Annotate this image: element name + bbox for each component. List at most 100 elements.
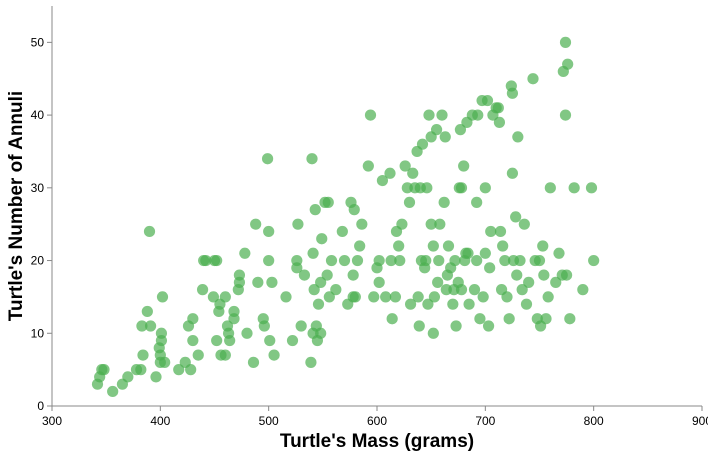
data-point	[239, 247, 251, 259]
data-point	[560, 269, 573, 281]
data-point	[155, 334, 168, 347]
x-tick-label: 700	[475, 414, 495, 428]
data-point	[404, 298, 417, 310]
y-tick-label: 40	[31, 108, 45, 122]
data-point	[323, 291, 335, 303]
data-point	[144, 320, 157, 332]
data-point	[454, 124, 467, 136]
data-point	[577, 284, 589, 296]
data-point	[364, 109, 377, 121]
data-point	[559, 109, 572, 121]
x-tick-label: 900	[692, 414, 708, 428]
data-point	[471, 254, 483, 267]
data-point	[373, 254, 385, 267]
data-point	[141, 305, 153, 318]
data-point	[292, 218, 304, 230]
scatter-points	[91, 36, 600, 398]
data-point	[196, 284, 209, 296]
data-point	[396, 218, 408, 230]
data-point	[380, 291, 392, 303]
data-point	[538, 269, 550, 281]
data-point	[263, 225, 275, 238]
data-point	[330, 284, 342, 296]
data-point	[449, 254, 461, 267]
data-point	[450, 320, 462, 332]
data-point	[247, 356, 260, 368]
data-point	[322, 196, 334, 208]
data-point	[156, 291, 169, 303]
data-point	[356, 218, 368, 230]
data-point	[514, 254, 526, 267]
data-point	[533, 254, 546, 267]
data-point	[585, 182, 598, 194]
data-point	[261, 153, 274, 165]
data-point	[427, 240, 439, 252]
x-tick-label: 600	[367, 414, 387, 428]
data-point	[562, 58, 574, 70]
data-point	[211, 334, 223, 347]
data-point	[485, 225, 497, 238]
data-point	[315, 327, 327, 339]
data-point	[421, 182, 433, 194]
data-point	[511, 269, 523, 281]
data-point	[228, 305, 240, 318]
data-point	[264, 334, 276, 347]
data-point	[433, 254, 445, 267]
data-point	[351, 254, 364, 267]
data-point	[187, 334, 199, 347]
data-point	[315, 276, 327, 288]
data-point	[412, 291, 424, 303]
data-point	[393, 240, 405, 252]
data-point	[159, 356, 171, 368]
data-point	[348, 204, 360, 216]
data-point	[512, 131, 524, 143]
y-tick-label: 10	[31, 326, 45, 340]
data-point	[266, 276, 278, 288]
data-point	[553, 247, 565, 259]
data-point	[137, 349, 149, 361]
data-point	[200, 254, 212, 267]
data-point	[442, 240, 455, 252]
x-tick-label: 800	[584, 414, 604, 428]
data-point	[211, 254, 223, 267]
data-point	[472, 109, 484, 121]
data-point	[493, 116, 506, 128]
data-point	[298, 269, 311, 281]
data-point	[455, 182, 468, 194]
data-point	[98, 364, 110, 376]
data-point	[325, 254, 338, 267]
data-point	[463, 298, 475, 310]
data-point	[479, 247, 491, 259]
y-tick-label: 0	[37, 399, 44, 413]
data-point	[224, 334, 236, 347]
data-point	[479, 182, 491, 194]
data-point	[192, 349, 204, 361]
data-point	[307, 247, 319, 259]
data-point	[413, 320, 425, 332]
data-point	[403, 196, 416, 208]
data-point	[471, 196, 483, 208]
data-point	[499, 254, 511, 267]
data-point	[430, 124, 443, 136]
data-point	[550, 276, 562, 288]
y-tick-label: 50	[31, 35, 45, 49]
data-point	[309, 204, 321, 216]
data-point	[219, 291, 231, 303]
data-point	[347, 269, 359, 281]
data-point	[540, 313, 552, 325]
x-tick-label: 400	[150, 414, 170, 428]
data-point	[492, 102, 504, 114]
data-point	[568, 182, 580, 194]
data-point	[482, 320, 495, 332]
data-point	[385, 254, 397, 267]
data-point	[280, 291, 292, 303]
data-point	[434, 218, 446, 230]
data-point	[503, 313, 515, 325]
data-point	[510, 211, 522, 223]
data-point	[588, 254, 600, 267]
data-point	[308, 284, 320, 296]
y-axis: 0 10 20 30 40 50 Turtle's Number of Annuli	[6, 6, 53, 413]
data-point	[136, 320, 148, 332]
x-tick-label: 500	[259, 414, 279, 428]
